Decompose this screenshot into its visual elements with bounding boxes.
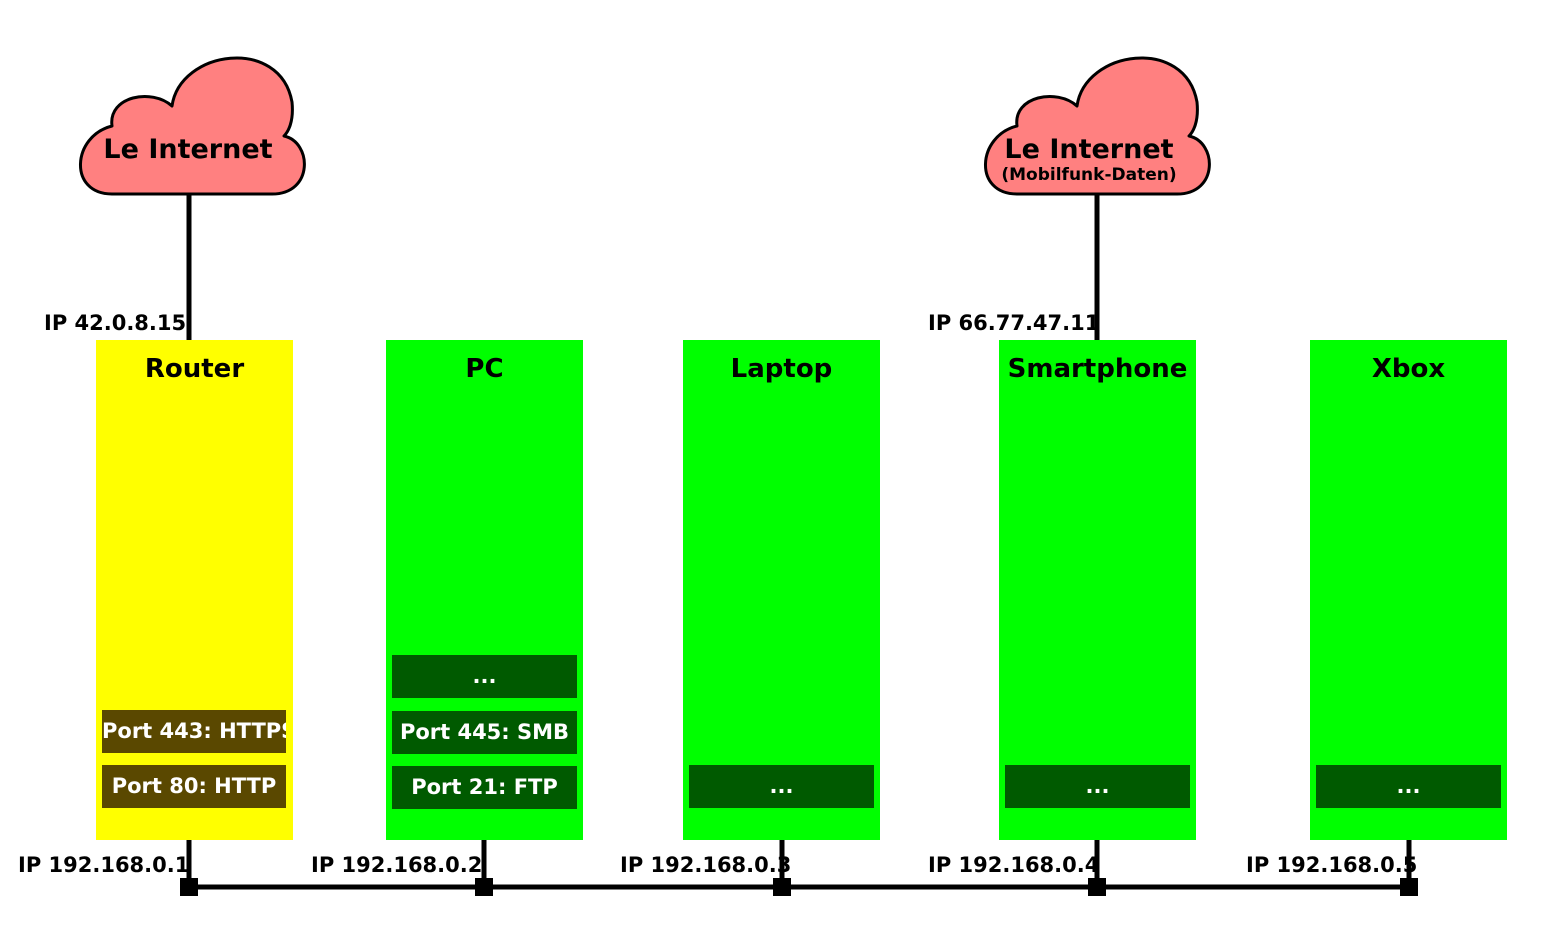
pc-box[interactable]: PC ... Port 445: SMB Port 21: FTP <box>386 340 583 840</box>
smartphone-node <box>1088 878 1106 896</box>
port-item: Port 443: HTTPS <box>102 710 286 753</box>
cloud-title: Le Internet <box>103 134 273 165</box>
smartphone-lan-ip: IP 192.168.0.4 <box>928 853 1100 877</box>
device-name: Smartphone <box>1007 354 1188 384</box>
port-item: ... <box>1005 765 1190 808</box>
cloud-subtitle: (Mobilfunk-Daten) <box>1001 165 1177 185</box>
cloud-icon <box>984 56 1211 196</box>
device-name: Xbox <box>1371 354 1446 384</box>
port-item: Port 21: FTP <box>392 766 577 809</box>
smartphone-public-ip: IP 66.77.47.11 <box>928 311 1100 335</box>
router-box[interactable]: Router Port 443: HTTPS Port 80: HTTP <box>96 340 293 840</box>
port-item: Port 445: SMB <box>392 711 577 754</box>
pc-lan-ip: IP 192.168.0.2 <box>311 853 483 877</box>
device-name: PC <box>465 354 504 384</box>
port-item: ... <box>1316 765 1501 808</box>
port-item: ... <box>689 765 874 808</box>
router-lan-ip: IP 192.168.0.1 <box>18 853 190 877</box>
port-item: ... <box>392 655 577 698</box>
xbox-lan-ip: IP 192.168.0.5 <box>1246 853 1418 877</box>
port-item: Port 80: HTTP <box>102 765 286 808</box>
laptop-box[interactable]: Laptop ... <box>683 340 880 840</box>
pc-node <box>475 878 493 896</box>
smartphone-box[interactable]: Smartphone ... <box>999 340 1196 840</box>
xbox-box[interactable]: Xbox ... <box>1310 340 1507 840</box>
laptop-node <box>773 878 791 896</box>
cloud-icon <box>79 56 306 196</box>
device-name: Laptop <box>730 354 833 384</box>
xbox-node <box>1400 878 1418 896</box>
device-name: Router <box>144 354 245 384</box>
laptop-lan-ip: IP 192.168.0.3 <box>620 853 792 877</box>
cloud-title: Le Internet <box>1004 134 1174 165</box>
router-public-ip: IP 42.0.8.15 <box>44 311 187 335</box>
router-node <box>180 878 198 896</box>
